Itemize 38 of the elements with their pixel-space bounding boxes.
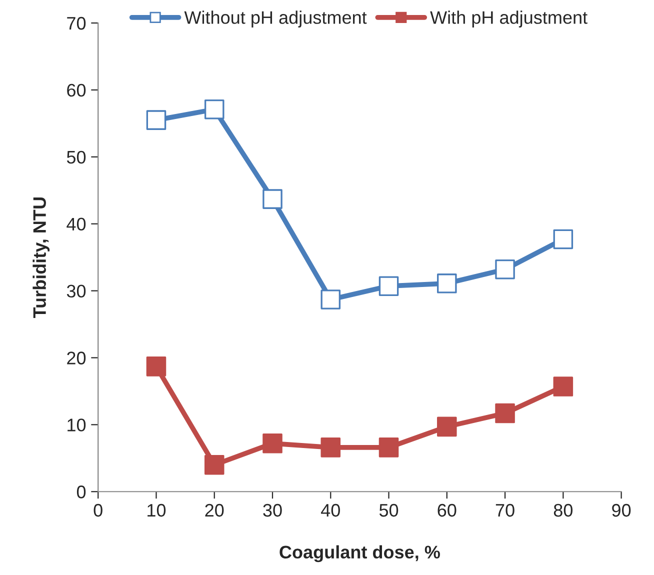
x-tick-label: 0 <box>94 504 102 517</box>
x-tick-label: 30 <box>263 504 282 517</box>
y-tick-label: 0 <box>76 486 86 498</box>
point <box>437 274 457 294</box>
point <box>495 259 515 280</box>
point <box>320 438 341 458</box>
point <box>146 110 166 130</box>
legend-label: With pH adjustment <box>430 10 588 28</box>
y-tick-label: 70 <box>67 16 86 30</box>
x-tick-label: 60 <box>438 504 456 517</box>
point <box>378 438 399 458</box>
point <box>146 356 166 376</box>
legend-label: Without pH adjustment <box>184 10 367 28</box>
point <box>204 99 224 120</box>
x-tick-label: 20 <box>205 504 224 517</box>
x-tick-label: 70 <box>496 504 514 517</box>
y-tick-label: 30 <box>66 284 86 298</box>
y-tick-label: 20 <box>67 352 86 364</box>
point <box>437 416 457 437</box>
x-tick-label: 80 <box>554 504 573 517</box>
point <box>262 434 282 454</box>
point <box>262 189 282 209</box>
x-tick-label: 10 <box>148 504 166 517</box>
point <box>320 290 341 310</box>
y-tick-label: 60 <box>67 84 86 97</box>
y-tick-label: 50 <box>66 150 86 164</box>
point <box>378 276 399 296</box>
x-tick-label: 40 <box>321 504 340 517</box>
x-axis-title: Coagulant dose, % <box>280 545 440 562</box>
point <box>204 454 224 475</box>
point <box>495 403 515 424</box>
y-axis-title: Turbidity, NTU <box>32 198 50 318</box>
y-tick-label: 10 <box>68 418 86 432</box>
point <box>553 229 574 250</box>
x-tick-label: 90 <box>612 504 631 517</box>
y-tick-label: 40 <box>66 218 86 231</box>
x-tick-label: 50 <box>379 504 398 517</box>
point <box>553 376 574 396</box>
